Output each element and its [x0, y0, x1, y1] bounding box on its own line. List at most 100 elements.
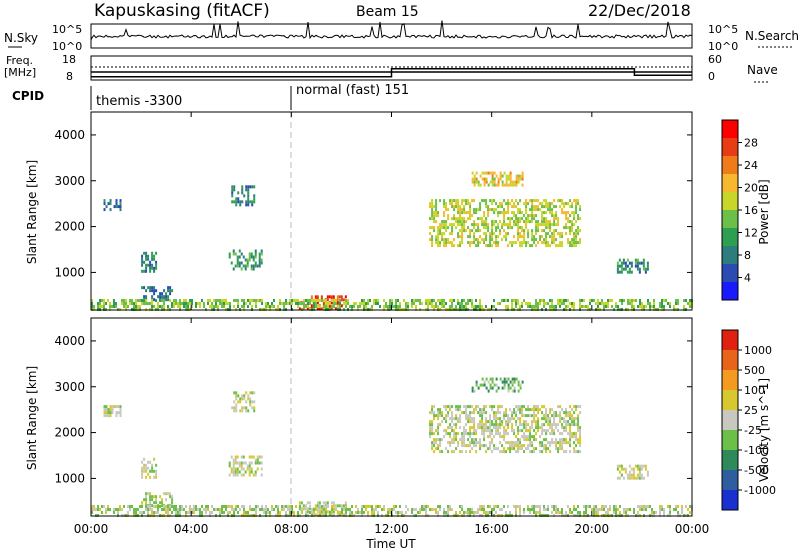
- heatmap-cell: [461, 508, 463, 511]
- heatmap-cell: [491, 438, 494, 442]
- y-tick-label: 4000: [54, 334, 85, 348]
- heatmap-cell: [689, 511, 691, 514]
- heatmap-cell: [483, 199, 486, 203]
- heatmap-cell: [217, 508, 219, 511]
- heatmap-cell: [256, 455, 259, 459]
- heatmap-cell: [236, 455, 239, 459]
- heatmap-cell: [563, 450, 566, 454]
- heatmap-cell: [571, 241, 574, 245]
- noise-right-tick-top: 10^5: [708, 23, 738, 36]
- heatmap-cell: [141, 254, 144, 258]
- heatmap-cell: [575, 205, 578, 209]
- heatmap-cell: [103, 411, 106, 415]
- heatmap-cell: [115, 302, 117, 305]
- heatmap-cell: [483, 226, 486, 230]
- heatmap-cell: [607, 508, 609, 511]
- heatmap-cell: [167, 289, 170, 293]
- heatmap-cell: [491, 232, 494, 236]
- heatmap-cell: [515, 420, 518, 424]
- heatmap-cell: [531, 435, 534, 439]
- heatmap-cell: [293, 299, 295, 302]
- heatmap-cell: [555, 414, 558, 418]
- heatmap-cell: [254, 458, 257, 462]
- heatmap-cell: [561, 208, 564, 212]
- heatmap-cell: [233, 409, 236, 413]
- heatmap-cell: [357, 508, 359, 511]
- heatmap-cell: [439, 505, 441, 508]
- heatmap-cell: [247, 299, 249, 302]
- heatmap-cell: [505, 183, 508, 187]
- heatmap-cell: [375, 508, 377, 511]
- heatmap-cell: [373, 511, 375, 514]
- heatmap-cell: [451, 205, 454, 209]
- heatmap-cell: [545, 411, 548, 415]
- heatmap-cell: [185, 299, 187, 302]
- heatmap-cell: [437, 229, 440, 233]
- heatmap-cell: [141, 269, 144, 273]
- heatmap-cell: [149, 475, 152, 479]
- heatmap-cell: [611, 305, 613, 308]
- heatmap-cell: [338, 295, 341, 299]
- heatmap-cell: [131, 299, 133, 302]
- heatmap-cell: [529, 450, 532, 454]
- heatmap-cell: [477, 223, 480, 227]
- heatmap-cell: [459, 511, 461, 514]
- heatmap-cell: [513, 444, 516, 448]
- heatmap-cell: [163, 302, 165, 305]
- heatmap-cell: [511, 217, 514, 221]
- heatmap-cell: [393, 505, 395, 508]
- noise-sky-line: [90, 20, 693, 41]
- heatmap-cell: [489, 511, 491, 514]
- heatmap-cell: [238, 464, 241, 468]
- heatmap-cell: [477, 305, 479, 308]
- heatmap-cell: [467, 226, 470, 230]
- heatmap-cell: [479, 438, 482, 442]
- heatmap-cell: [489, 505, 491, 508]
- heatmap-cell: [519, 199, 522, 203]
- heatmap-cell: [649, 305, 651, 308]
- heatmap-cell: [431, 238, 434, 242]
- heatmap-cell: [395, 511, 397, 514]
- heatmap-cell: [483, 438, 486, 442]
- heatmap-cell: [663, 511, 665, 514]
- heatmap-cell: [252, 255, 255, 259]
- heatmap-cell: [521, 447, 524, 451]
- heatmap-cell: [624, 470, 627, 474]
- heatmap-cell: [545, 205, 548, 209]
- heatmap-cell: [330, 301, 333, 305]
- heatmap-cell: [337, 511, 339, 514]
- heatmap-cell: [459, 405, 462, 409]
- heatmap-cell: [306, 507, 309, 511]
- heatmap-cell: [119, 405, 122, 409]
- heatmap-cell: [667, 302, 669, 305]
- heatmap-cell: [225, 302, 227, 305]
- heatmap-cell: [235, 409, 238, 413]
- heatmap-cell: [567, 414, 570, 418]
- heatmap-cell: [441, 238, 444, 242]
- heatmap-cell: [173, 305, 175, 308]
- heatmap-cell: [647, 302, 649, 305]
- heatmap-cell: [519, 220, 522, 224]
- heatmap-cell: [165, 505, 167, 508]
- heatmap-cell: [147, 263, 150, 267]
- heatmap-cell: [487, 214, 490, 218]
- heatmap-cell: [469, 432, 472, 436]
- heatmap-cell: [573, 405, 576, 409]
- heatmap-cell: [519, 177, 522, 181]
- heatmap-cell: [493, 208, 496, 212]
- heatmap-cell: [449, 505, 451, 508]
- heatmap-cell: [228, 473, 231, 477]
- heatmap-cell: [449, 417, 452, 421]
- heatmap-cell: [557, 299, 559, 302]
- heatmap-cell: [559, 444, 562, 448]
- heatmap-cell: [630, 467, 633, 471]
- heatmap-cell: [571, 229, 574, 233]
- heatmap-cell: [195, 305, 197, 308]
- heatmap-cell: [139, 505, 141, 508]
- heatmap-cell: [159, 299, 161, 302]
- heatmap-cell: [250, 267, 253, 271]
- heatmap-cell: [505, 432, 508, 436]
- heatmap-cell: [431, 405, 434, 409]
- heatmap-cell: [115, 205, 118, 209]
- heatmap-cell: [523, 232, 526, 236]
